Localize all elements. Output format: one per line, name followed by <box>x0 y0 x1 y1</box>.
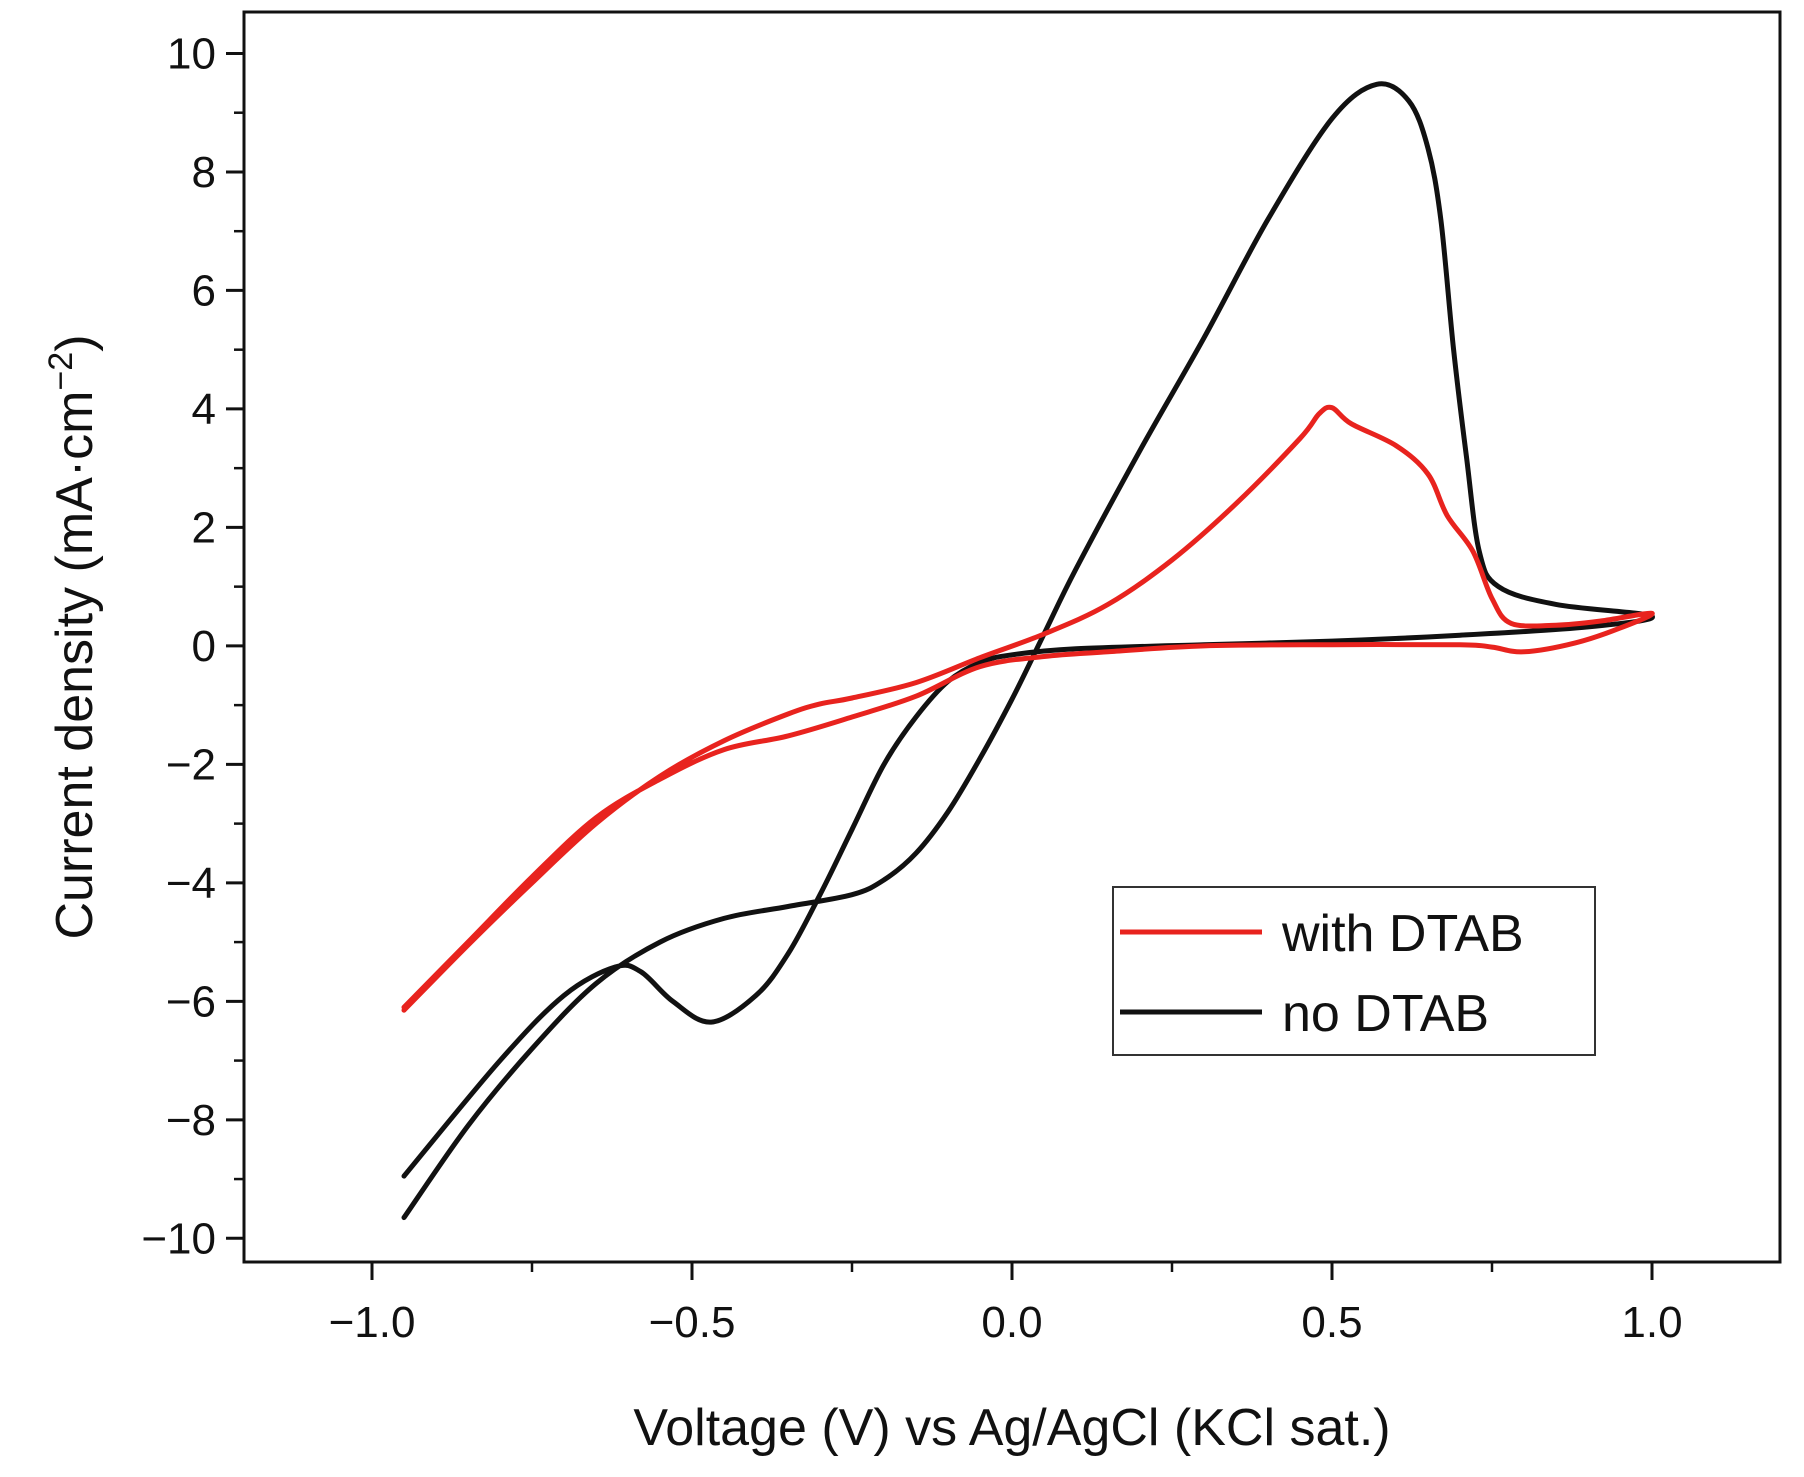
x-tick-label: 1.0 <box>1621 1298 1682 1347</box>
y-axis-title-main: Current density (mA·cm <box>46 391 104 940</box>
y-tick-label: −6 <box>166 977 216 1026</box>
x-tick-label: −0.5 <box>649 1298 736 1347</box>
y-tick-label: −10 <box>141 1214 216 1263</box>
y-axis-title-close: ) <box>46 334 104 351</box>
series-layer <box>401 81 1655 1221</box>
x-axis: −1.0 −0.5 0.0 0.5 1.0 <box>329 1262 1683 1347</box>
y-tick-label: 8 <box>192 148 216 197</box>
y-tick-label: 4 <box>192 385 216 434</box>
y-axis-title-superscript: −2 <box>42 352 80 391</box>
series-line-with-dtab <box>401 404 1655 1013</box>
y-tick-label: −2 <box>166 740 216 789</box>
y-tick-label: 0 <box>192 622 216 671</box>
series-line-no-dtab <box>401 81 1655 1221</box>
x-tick-label: −1.0 <box>329 1298 416 1347</box>
y-axis: −10 −8 −6 −4 −2 0 2 4 6 8 10 <box>141 29 244 1263</box>
x-axis-title: Voltage (V) vs Ag/AgCl (KCl sat.) <box>633 1399 1390 1457</box>
x-tick-label: 0.0 <box>981 1298 1042 1347</box>
y-tick-label: 2 <box>192 503 216 552</box>
y-tick-label: 10 <box>167 29 216 78</box>
x-tick-label: 0.5 <box>1301 1298 1362 1347</box>
y-axis-title: Current density (mA·cm−2) <box>42 334 104 939</box>
y-tick-label: −4 <box>166 859 216 908</box>
legend-box <box>1112 886 1596 1056</box>
legend: with DTAB no DTAB <box>1112 886 1596 1056</box>
y-tick-label: 6 <box>192 266 216 315</box>
y-tick-label: −8 <box>166 1096 216 1145</box>
plot-frame <box>242 10 1782 1264</box>
legend-label-with-dtab: with DTAB <box>1281 905 1524 963</box>
legend-label-no-dtab: no DTAB <box>1282 985 1489 1043</box>
